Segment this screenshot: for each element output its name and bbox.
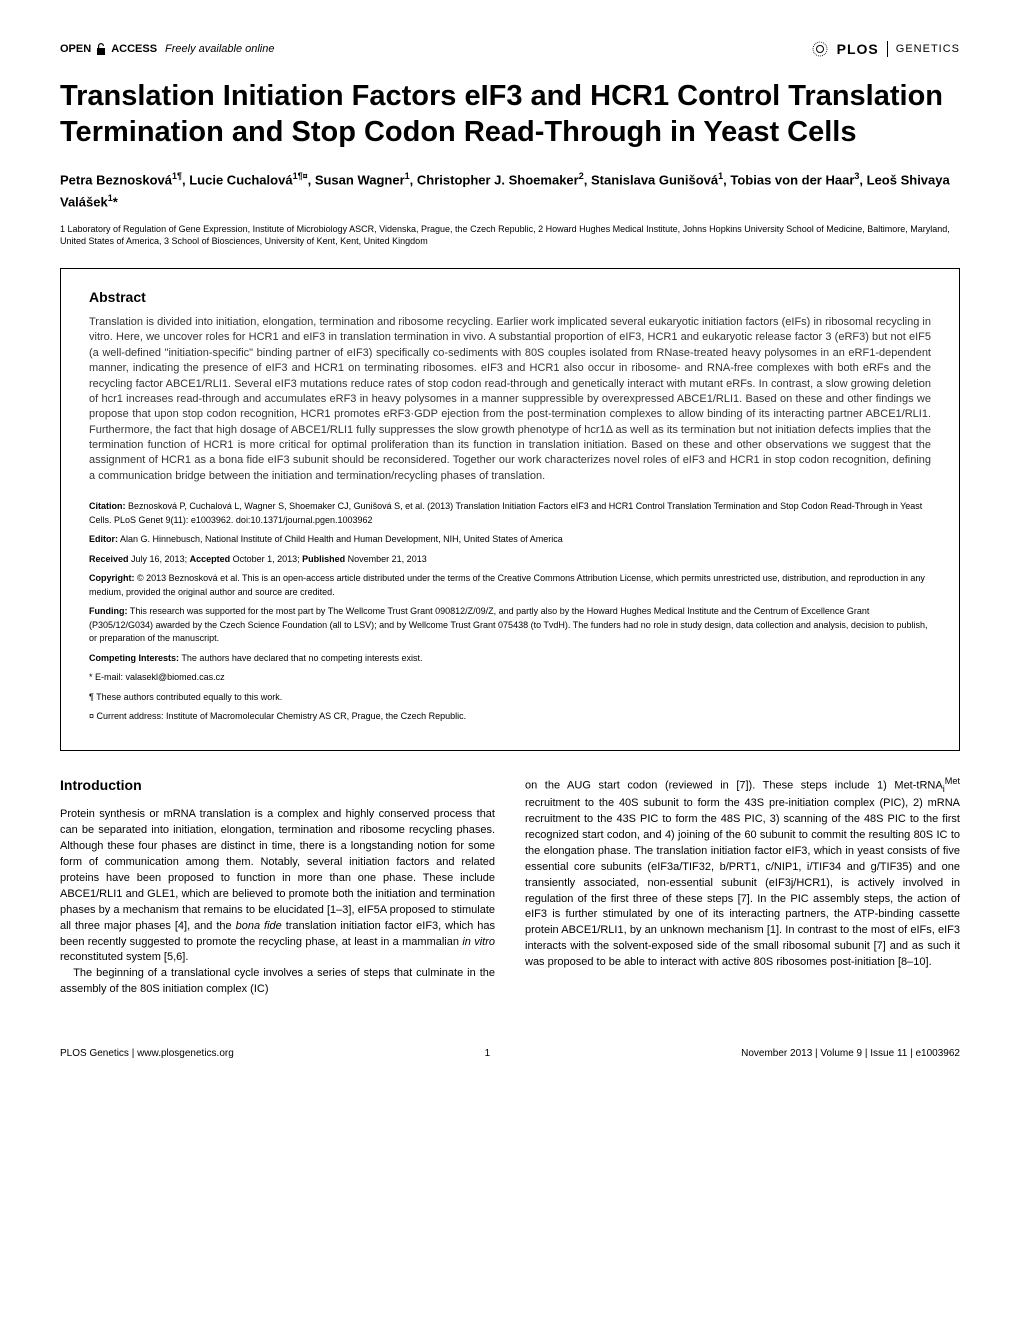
abstract-heading: Abstract	[89, 289, 931, 305]
citation-line: Citation: Beznosková P, Cuchalová L, Wag…	[89, 500, 931, 527]
funding-label: Funding:	[89, 606, 127, 616]
affiliations: 1 Laboratory of Regulation of Gene Expre…	[60, 223, 960, 248]
body-columns: Introduction Protein synthesis or mRNA t…	[60, 775, 960, 999]
plos-text: PLOS	[837, 41, 879, 57]
received-text: July 16, 2013;	[129, 554, 190, 564]
copyright-label: Copyright:	[89, 573, 135, 583]
current-address-line: ¤ Current address: Institute of Macromol…	[89, 710, 931, 724]
accepted-label: Accepted	[190, 554, 231, 564]
footer-journal: PLOS Genetics | www.plosgenetics.org	[60, 1048, 234, 1059]
article-title: Translation Initiation Factors eIF3 and …	[60, 78, 960, 151]
open-access-badge: OPEN ACCESS Freely available online	[60, 42, 274, 56]
footer-issue: November 2013 | Volume 9 | Issue 11 | e1…	[741, 1048, 960, 1059]
competing-line: Competing Interests: The authors have de…	[89, 652, 931, 666]
competing-label: Competing Interests:	[89, 653, 179, 663]
abstract-text: Translation is divided into initiation, …	[89, 315, 931, 484]
column-left: Introduction Protein synthesis or mRNA t…	[60, 775, 495, 999]
abstract-box: Abstract Translation is divided into ini…	[60, 268, 960, 751]
copyright-line: Copyright: © 2013 Beznosková et al. This…	[89, 572, 931, 599]
editor-text: Alan G. Hinnebusch, National Institute o…	[118, 534, 563, 544]
editor-label: Editor:	[89, 534, 118, 544]
footer-page-number: 1	[485, 1048, 491, 1059]
dates-line: Received July 16, 2013; Accepted October…	[89, 553, 931, 567]
funding-line: Funding: This research was supported for…	[89, 605, 931, 646]
freely-label: Freely available online	[165, 43, 274, 55]
email-line: * E-mail: valasekl@biomed.cas.cz	[89, 671, 931, 685]
intro-para-2: The beginning of a translational cycle i…	[60, 966, 495, 998]
plos-circle-icon	[811, 40, 829, 58]
access-label: ACCESS	[111, 43, 157, 55]
unlock-icon	[95, 42, 107, 56]
editor-line: Editor: Alan G. Hinnebusch, National Ins…	[89, 533, 931, 547]
open-label: OPEN	[60, 43, 91, 55]
intro-para-3: on the AUG start codon (reviewed in [7])…	[525, 775, 960, 971]
authors-list: Petra Beznosková1¶, Lucie Cuchalová1¶¤, …	[60, 169, 960, 213]
intro-para-1: Protein synthesis or mRNA translation is…	[60, 807, 495, 966]
citation-label: Citation:	[89, 501, 126, 511]
published-text: November 21, 2013	[345, 554, 427, 564]
equal-contrib-line: ¶ These authors contributed equally to t…	[89, 691, 931, 705]
copyright-text: © 2013 Beznosková et al. This is an open…	[89, 573, 925, 597]
column-right: on the AUG start codon (reviewed in [7])…	[525, 775, 960, 999]
citation-text: Beznosková P, Cuchalová L, Wagner S, Sho…	[89, 501, 922, 525]
plos-logo: PLOS GENETICS	[811, 40, 960, 58]
published-label: Published	[302, 554, 345, 564]
plos-divider	[887, 41, 888, 57]
competing-text: The authors have declared that no compet…	[179, 653, 422, 663]
top-bar: OPEN ACCESS Freely available online PLOS…	[60, 40, 960, 58]
received-label: Received	[89, 554, 129, 564]
funding-text: This research was supported for the most…	[89, 606, 927, 643]
accepted-text: October 1, 2013;	[230, 554, 302, 564]
introduction-heading: Introduction	[60, 775, 495, 795]
page-footer: PLOS Genetics | www.plosgenetics.org 1 N…	[60, 1038, 960, 1059]
genetics-text: GENETICS	[896, 43, 960, 55]
